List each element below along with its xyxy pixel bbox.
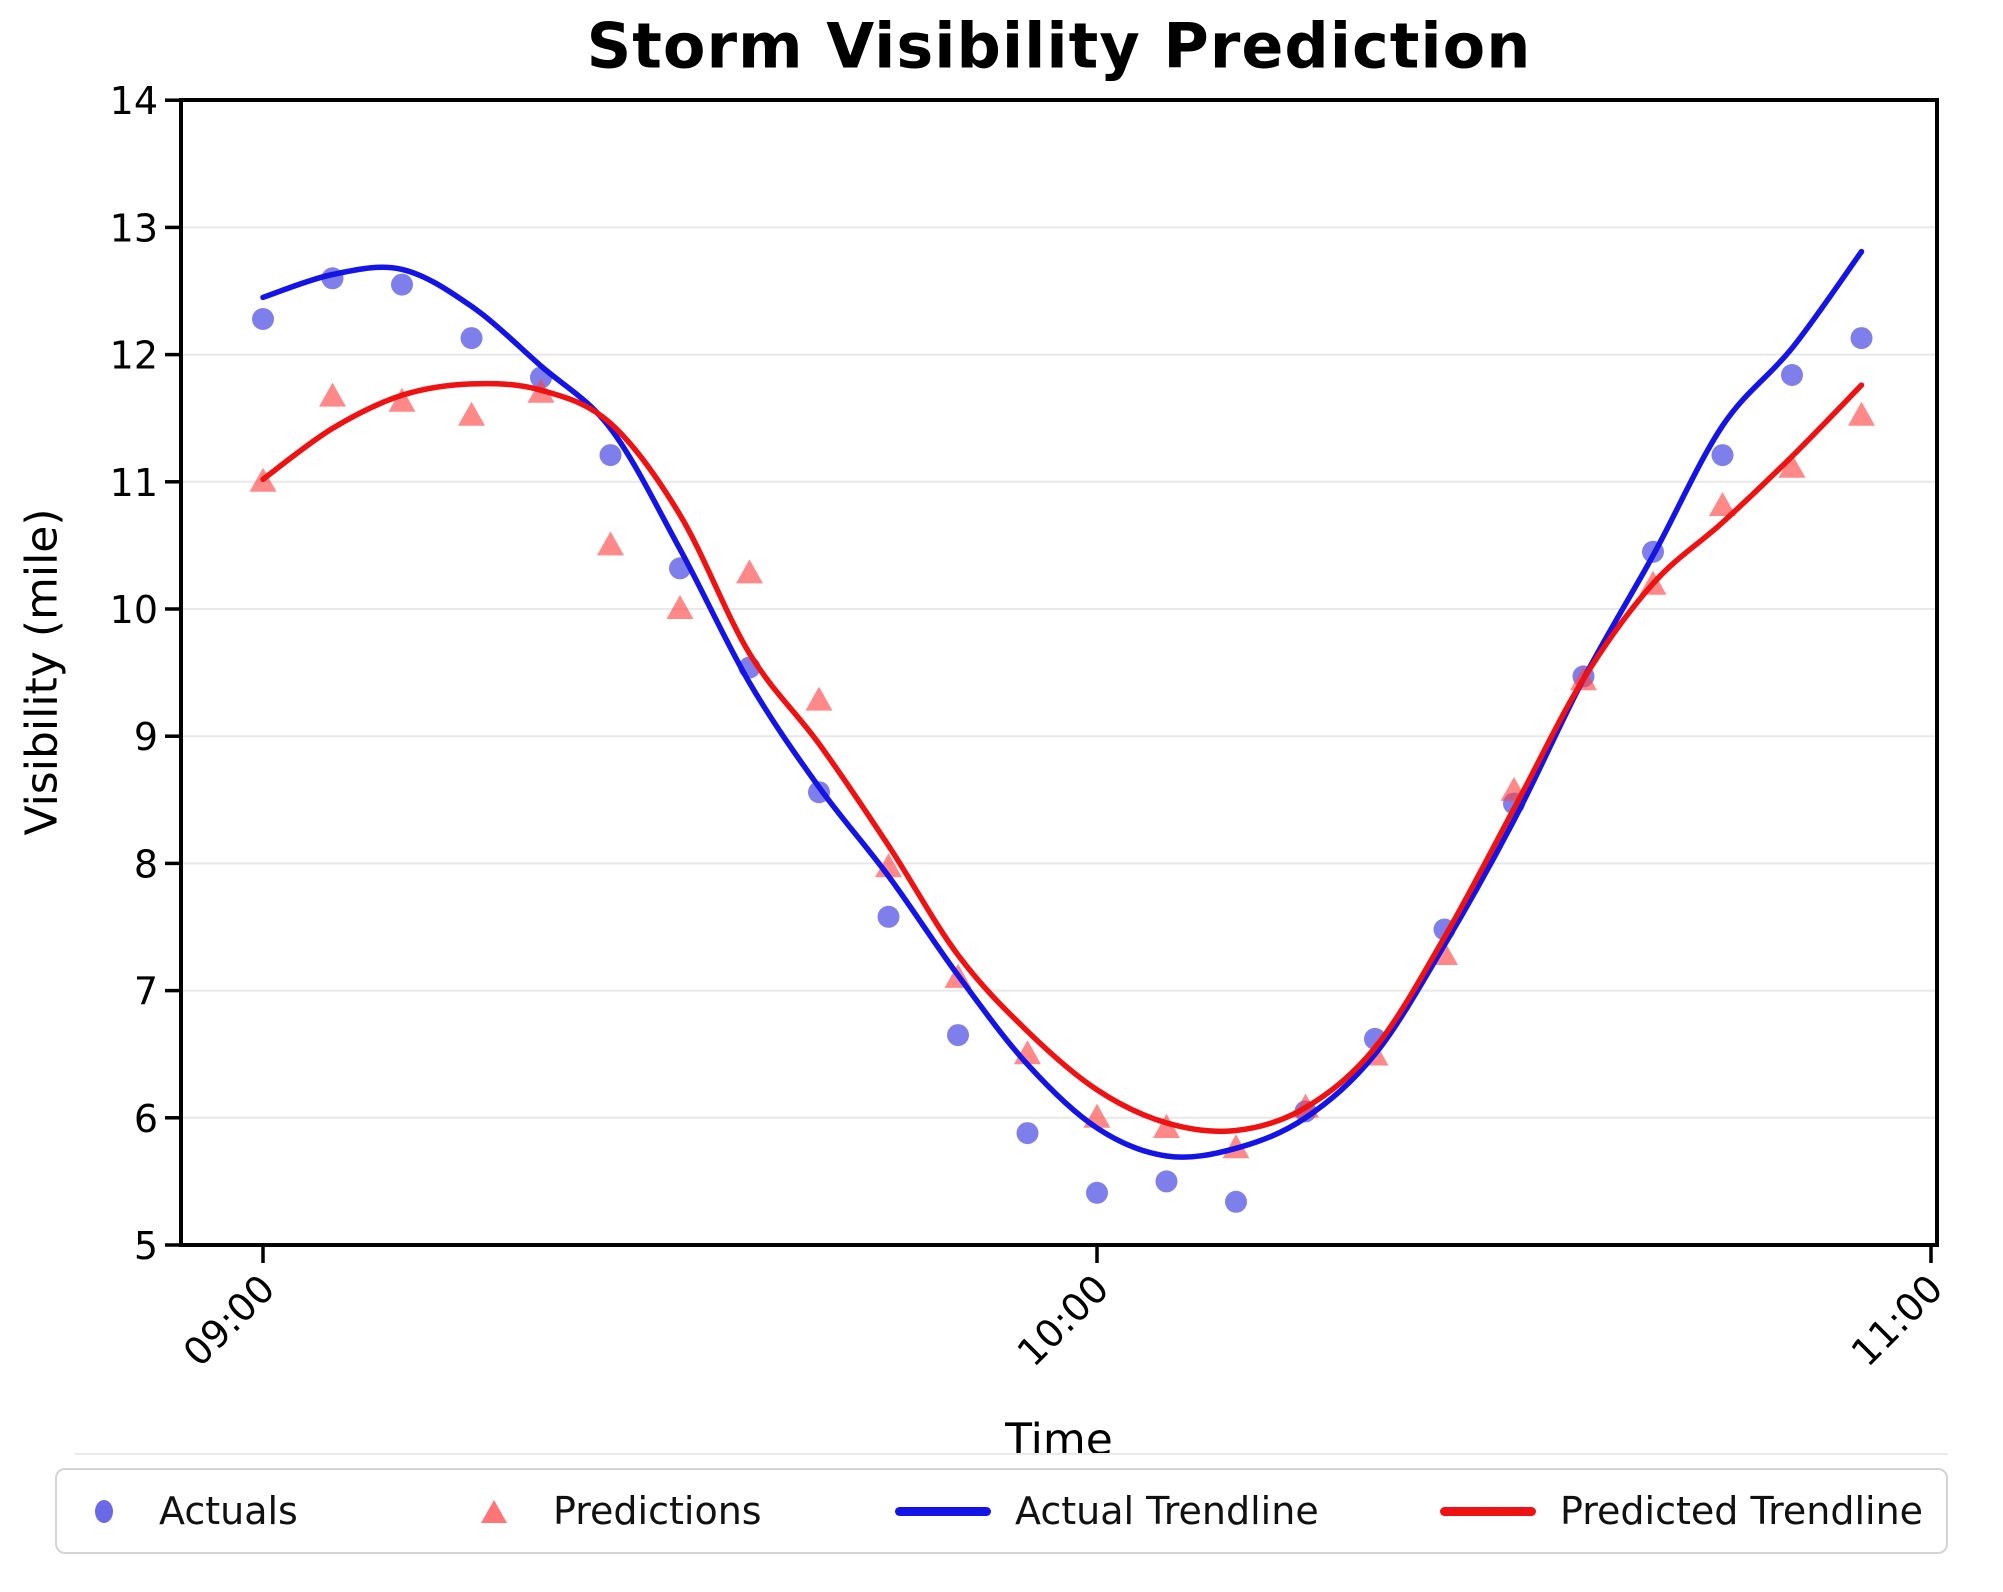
- legend-item-actuals: Actuals: [95, 1470, 298, 1552]
- legend-label: Predictions: [553, 1489, 762, 1533]
- x-tick-label: 11:00: [1843, 1266, 1952, 1375]
- chart-title: Storm Visibility Prediction: [586, 9, 1532, 83]
- x-tick-label: 10:00: [1009, 1266, 1118, 1375]
- legend-label: Actual Trendline: [1015, 1489, 1319, 1533]
- predictions-triangle-icon: [481, 1499, 507, 1523]
- predictions-points: [249, 378, 1875, 1159]
- y-tick-label: 14: [110, 79, 158, 123]
- legend-label: Actuals: [159, 1489, 298, 1533]
- x-axis-label: Time: [1005, 1414, 1113, 1466]
- actual-trendline: [260, 248, 1865, 1160]
- legend-item-predictions: Predictions: [481, 1470, 762, 1552]
- actual-trendline-swatch-icon: [895, 1506, 991, 1516]
- legend: Actuals Predictions Actual Trendline Pre…: [55, 1468, 1948, 1554]
- y-tick-label: 8: [134, 842, 158, 886]
- y-tick-label: 13: [110, 206, 158, 250]
- y-tick-label: 6: [134, 1097, 158, 1141]
- legend-item-actual-trendline: Actual Trendline: [895, 1470, 1319, 1552]
- x-tick-label: 09:00: [175, 1266, 284, 1375]
- y-tick-label: 12: [110, 334, 158, 378]
- y-axis-ticks: 5 6 7 8 9 10 11 12 13 14: [110, 79, 181, 1268]
- y-tick-label: 9: [134, 715, 158, 759]
- y-tick-label: 5: [134, 1224, 158, 1268]
- x-axis-ticks: 09:00 10:00 11:00: [175, 1245, 1952, 1375]
- legend-item-predicted-trendline: Predicted Trendline: [1440, 1470, 1923, 1552]
- predicted-trendline: [260, 380, 1865, 1135]
- actuals-dot-icon: [95, 1499, 113, 1523]
- y-tick-label: 10: [110, 588, 158, 632]
- y-tick-label: 11: [110, 461, 158, 505]
- y-tick-label: 7: [134, 970, 158, 1014]
- legend-label: Predicted Trendline: [1560, 1489, 1924, 1533]
- predicted-trendline-swatch-icon: [1440, 1506, 1536, 1516]
- legend-divider: [75, 1453, 1948, 1455]
- actuals-points: [252, 267, 1873, 1213]
- gridlines: [181, 226, 1937, 1119]
- axes-frame: [179, 98, 1939, 1247]
